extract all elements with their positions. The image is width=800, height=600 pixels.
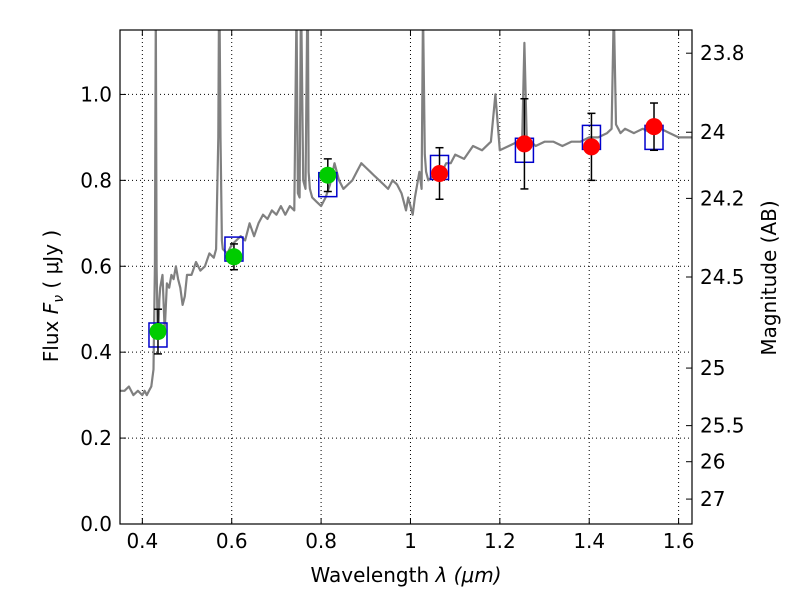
x-axis-title: Wavelength λ (μm) [310, 563, 501, 587]
photometry-point-infrared [645, 118, 663, 136]
photometry-points [149, 118, 663, 341]
right-axis-ticks: 23.8 24 24.2 24.5 25 25.5 26 27 [686, 41, 745, 511]
right-tick-label: 23.8 [700, 41, 745, 65]
y-axis-title-symbol: F [39, 302, 63, 314]
photometry-point-optical [319, 166, 337, 184]
model-flux-boxes [148, 124, 664, 348]
x-tick-label: 0.4 [126, 529, 158, 553]
y-tick-label: 0.4 [80, 340, 112, 364]
y-tick-label: 0.8 [80, 168, 112, 192]
photometry-point-infrared [515, 135, 533, 153]
photometry-point-optical [225, 248, 243, 266]
model-spectrum-line [120, 30, 692, 397]
right-axis-title: Magnitude (AB) [757, 200, 781, 355]
photometry-point-infrared [582, 138, 600, 156]
y-axis-title: Flux Fν ( μJy ) [39, 230, 67, 362]
y-tick-label: 1.0 [80, 82, 112, 106]
right-tick-label: 25.5 [700, 414, 745, 438]
right-tick-label: 24 [700, 120, 725, 144]
x-axis-title-text: Wavelength [310, 563, 435, 587]
error-bars [153, 97, 659, 355]
x-tick-label: 1.2 [484, 529, 516, 553]
right-tick-label: 24.5 [700, 265, 745, 289]
photometry-point-optical [149, 323, 167, 341]
photometry-point-infrared [431, 164, 449, 182]
grid [120, 30, 692, 525]
y-axis-title-subscript: ν [51, 295, 67, 303]
y-tick-label: 0.2 [80, 426, 112, 450]
x-tick-label: 1 [404, 529, 417, 553]
x-tick-label: 1.6 [663, 529, 695, 553]
right-tick-label: 25 [700, 356, 725, 380]
x-tick-label: 1.4 [573, 529, 605, 553]
plot-frame [119, 29, 693, 525]
x-axis-ticks: 0.4 0.6 0.8 1 1.2 1.4 1.6 [126, 30, 695, 553]
right-tick-label: 26 [700, 450, 725, 474]
y-tick-label: 0.0 [80, 512, 112, 536]
right-tick-label: 24.2 [700, 186, 745, 210]
y-axis-title-text: Flux [39, 314, 63, 362]
model-spectrum-layer [120, 30, 692, 397]
y-axis-title-unit: ( μJy ) [39, 230, 63, 295]
x-tick-label: 0.6 [216, 529, 248, 553]
y-axis-ticks: 0.0 0.2 0.4 0.6 0.8 1.0 [80, 82, 126, 536]
x-axis-title-math: λ (μm) [434, 563, 501, 587]
y-tick-label: 0.6 [80, 254, 112, 278]
right-tick-label: 27 [700, 487, 725, 511]
x-tick-label: 0.8 [305, 529, 337, 553]
